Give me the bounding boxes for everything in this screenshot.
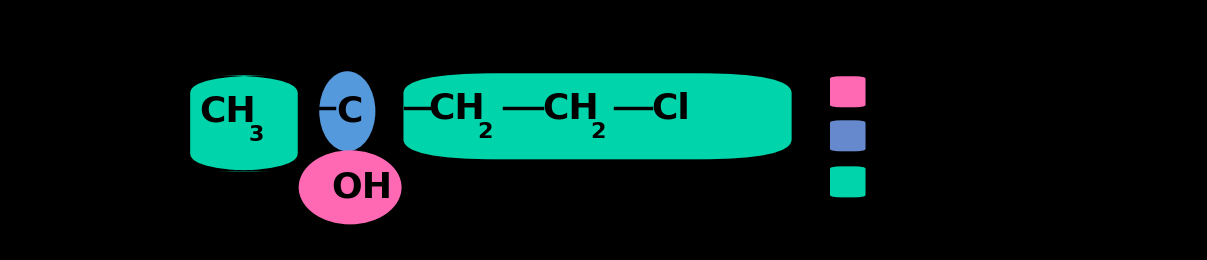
FancyBboxPatch shape [191,75,298,171]
Text: 3: 3 [249,125,263,145]
Text: C: C [336,94,362,128]
Ellipse shape [319,71,375,151]
Text: OH: OH [332,170,392,204]
Text: 2: 2 [590,122,606,142]
Text: 2: 2 [477,122,492,142]
FancyBboxPatch shape [830,120,865,151]
FancyBboxPatch shape [403,73,792,159]
Text: CH: CH [428,91,485,125]
Text: CH: CH [199,94,256,128]
Ellipse shape [298,150,402,224]
FancyBboxPatch shape [830,76,865,107]
Text: CH: CH [542,91,599,125]
Text: Cl: Cl [652,91,690,125]
FancyBboxPatch shape [830,166,865,197]
